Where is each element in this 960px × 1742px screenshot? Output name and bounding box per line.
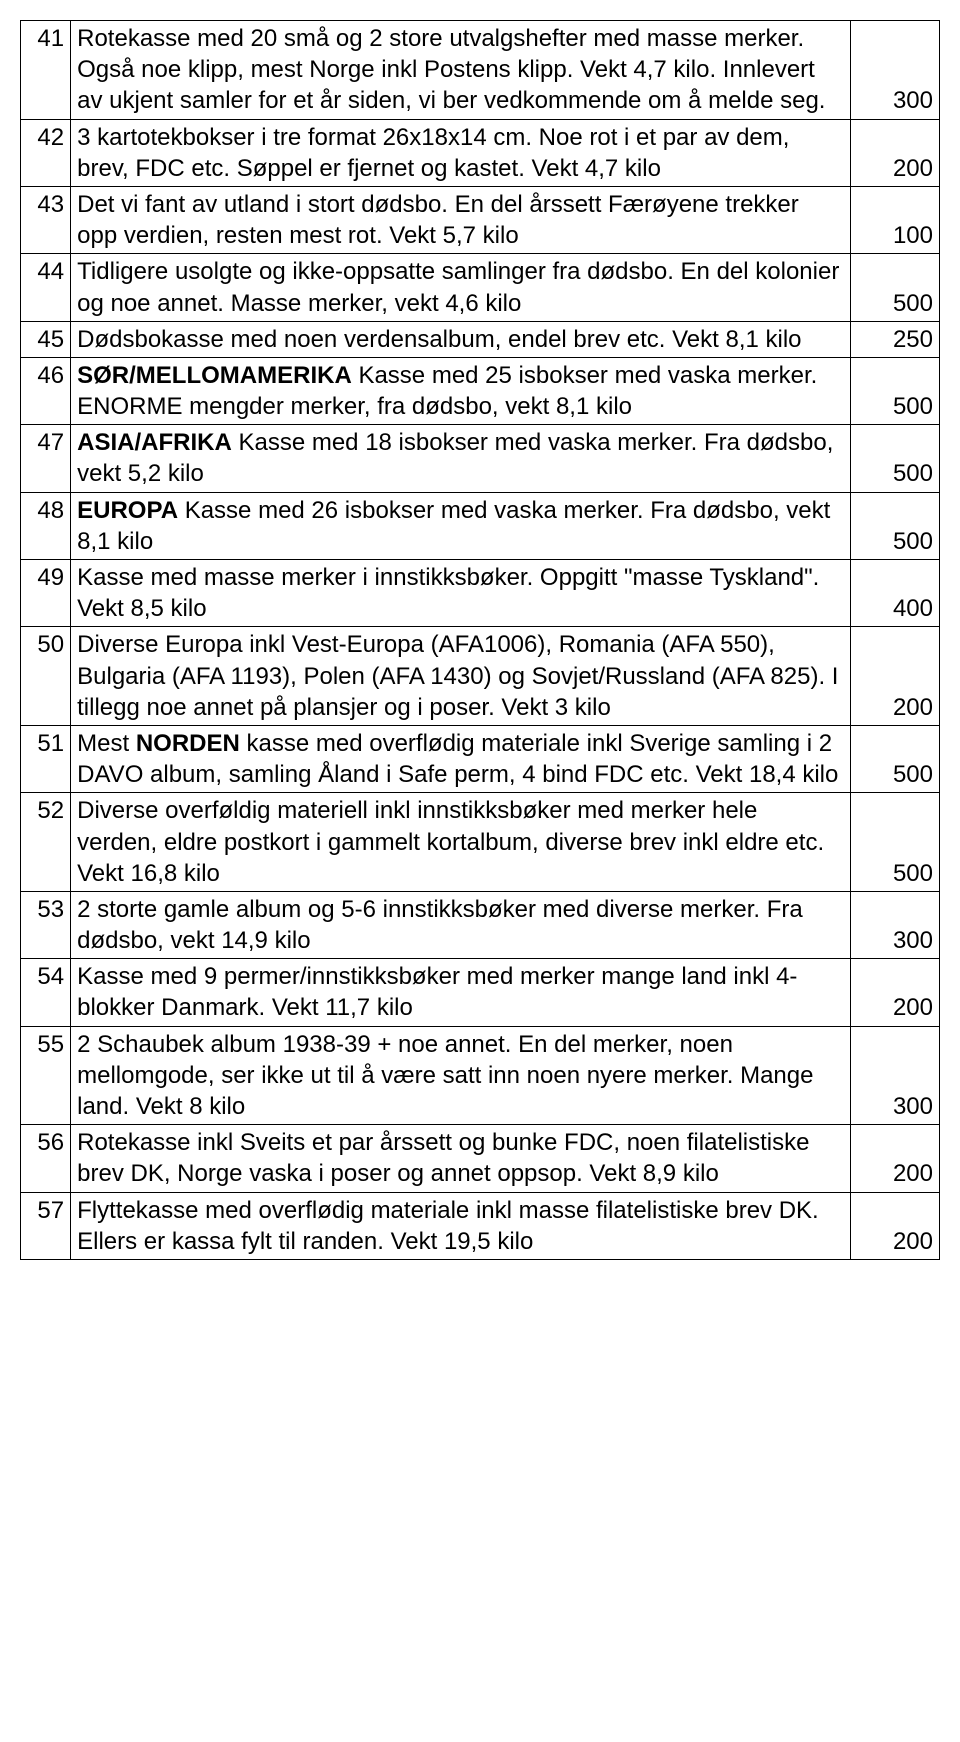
lot-description: Diverse Europa inkl Vest-Europa (AFA1006… — [71, 627, 851, 726]
lot-price: 200 — [850, 627, 939, 726]
table-row: 49Kasse med masse merker i innstikksbøke… — [21, 560, 940, 627]
lot-description: 2 storte gamle album og 5-6 innstikksbøk… — [71, 891, 851, 958]
table-row: 56Rotekasse inkl Sveits et par årssett o… — [21, 1125, 940, 1192]
lot-price: 500 — [850, 425, 939, 492]
lot-number: 51 — [21, 725, 71, 792]
lot-price: 500 — [850, 492, 939, 559]
lot-price: 400 — [850, 560, 939, 627]
lot-number: 46 — [21, 357, 71, 424]
lot-description: Diverse overføldig materiell inkl innsti… — [71, 793, 851, 892]
table-row: 51Mest NORDEN kasse med overflødig mater… — [21, 725, 940, 792]
lot-description: 3 kartotekbokser i tre format 26x18x14 c… — [71, 119, 851, 186]
lot-number: 56 — [21, 1125, 71, 1192]
lot-description: Flyttekasse med overflødig materiale ink… — [71, 1192, 851, 1259]
lot-price: 500 — [850, 357, 939, 424]
lot-number: 48 — [21, 492, 71, 559]
table-row: 47ASIA/AFRIKA Kasse med 18 isbokser med … — [21, 425, 940, 492]
lot-price: 300 — [850, 891, 939, 958]
lot-number: 55 — [21, 1026, 71, 1125]
lot-price: 200 — [850, 119, 939, 186]
lot-price: 100 — [850, 186, 939, 253]
lot-number: 43 — [21, 186, 71, 253]
lot-price: 300 — [850, 21, 939, 120]
lot-number: 45 — [21, 321, 71, 357]
lot-description: Det vi fant av utland i stort dødsbo. En… — [71, 186, 851, 253]
lot-number: 44 — [21, 254, 71, 321]
table-row: 44Tidligere usolgte og ikke-oppsatte sam… — [21, 254, 940, 321]
table-row: 50Diverse Europa inkl Vest-Europa (AFA10… — [21, 627, 940, 726]
lot-price: 200 — [850, 959, 939, 1026]
lot-description: EUROPA Kasse med 26 isbokser med vaska m… — [71, 492, 851, 559]
table-row: 43Det vi fant av utland i stort dødsbo. … — [21, 186, 940, 253]
table-row: 57Flyttekasse med overflødig materiale i… — [21, 1192, 940, 1259]
lot-description: Rotekasse inkl Sveits et par årssett og … — [71, 1125, 851, 1192]
lot-number: 54 — [21, 959, 71, 1026]
table-row: 45Dødsbokasse med noen verdensalbum, end… — [21, 321, 940, 357]
lot-description: ASIA/AFRIKA Kasse med 18 isbokser med va… — [71, 425, 851, 492]
table-row: 54Kasse med 9 permer/innstikksbøker med … — [21, 959, 940, 1026]
lot-number: 53 — [21, 891, 71, 958]
lot-number: 49 — [21, 560, 71, 627]
table-row: 48EUROPA Kasse med 26 isbokser med vaska… — [21, 492, 940, 559]
lot-description: SØR/MELLOMAMERIKA Kasse med 25 isbokser … — [71, 357, 851, 424]
lot-description: Kasse med 9 permer/innstikksbøker med me… — [71, 959, 851, 1026]
table-row: 46SØR/MELLOMAMERIKA Kasse med 25 isbokse… — [21, 357, 940, 424]
lot-description: Mest NORDEN kasse med overflødig materia… — [71, 725, 851, 792]
lot-description: 2 Schaubek album 1938-39 + noe annet. En… — [71, 1026, 851, 1125]
lot-price: 250 — [850, 321, 939, 357]
lot-number: 47 — [21, 425, 71, 492]
lot-number: 42 — [21, 119, 71, 186]
lot-description: Tidligere usolgte og ikke-oppsatte samli… — [71, 254, 851, 321]
lot-price: 500 — [850, 725, 939, 792]
lot-number: 57 — [21, 1192, 71, 1259]
lot-description: Dødsbokasse med noen verdensalbum, endel… — [71, 321, 851, 357]
lot-price: 300 — [850, 1026, 939, 1125]
lot-price: 500 — [850, 254, 939, 321]
auction-lot-table: 41Rotekasse med 20 små og 2 store utvalg… — [20, 20, 940, 1260]
table-row: 532 storte gamle album og 5-6 innstikksb… — [21, 891, 940, 958]
lot-description: Rotekasse med 20 små og 2 store utvalgsh… — [71, 21, 851, 120]
table-row: 423 kartotekbokser i tre format 26x18x14… — [21, 119, 940, 186]
lot-number: 41 — [21, 21, 71, 120]
lot-price: 500 — [850, 793, 939, 892]
table-row: 41Rotekasse med 20 små og 2 store utvalg… — [21, 21, 940, 120]
lot-price: 200 — [850, 1125, 939, 1192]
lot-number: 52 — [21, 793, 71, 892]
table-row: 552 Schaubek album 1938-39 + noe annet. … — [21, 1026, 940, 1125]
lot-price: 200 — [850, 1192, 939, 1259]
lot-description: Kasse med masse merker i innstikksbøker.… — [71, 560, 851, 627]
table-row: 52Diverse overføldig materiell inkl inns… — [21, 793, 940, 892]
lot-number: 50 — [21, 627, 71, 726]
